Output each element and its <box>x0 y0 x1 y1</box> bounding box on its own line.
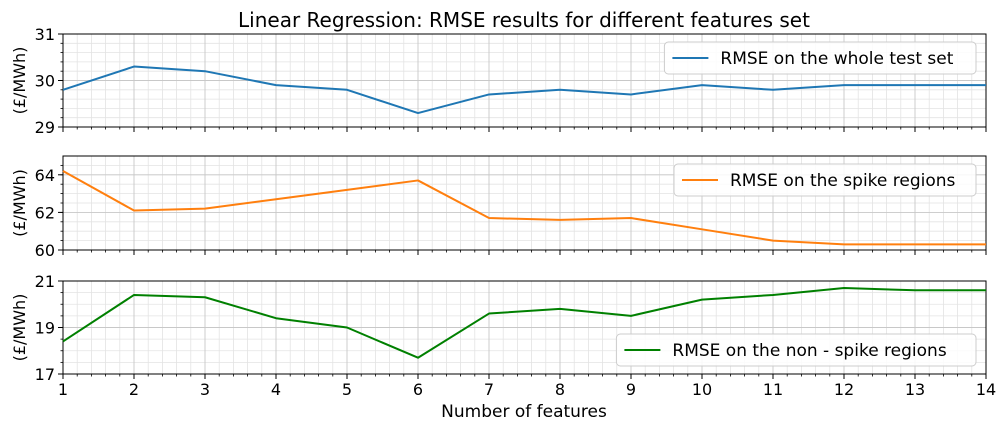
y-tick-label: 60 <box>35 241 55 260</box>
y-tick-label: 62 <box>35 203 55 222</box>
x-tick-label: 11 <box>763 380 783 399</box>
x-tick-label: 1 <box>58 380 68 399</box>
x-tick-label: 6 <box>413 380 423 399</box>
legend: RMSE on the spike regions <box>673 163 977 197</box>
x-tick-label: 13 <box>905 380 925 399</box>
y-axis-label: (£/MWh) <box>10 169 29 237</box>
series-line <box>62 170 986 246</box>
legend-label: RMSE on the whole test set <box>720 49 953 69</box>
panel-2: 60 62 64 (£/MWh) RMSE on the spike regions <box>10 155 987 260</box>
x-tick-label: 5 <box>342 380 352 399</box>
x-tick-label: 4 <box>271 380 281 399</box>
panel-1: 29 30 31 (£/MWh) RMSE on the whole test set <box>10 25 987 137</box>
legend: RMSE on the whole test set <box>663 41 977 75</box>
legend-box <box>615 333 977 367</box>
x-tick-label: 8 <box>555 380 565 399</box>
y-tick-label: 31 <box>35 25 55 44</box>
y-tick-label: 30 <box>35 72 55 91</box>
panel-3: 17 19 21 (£/MWh) RMSE on the non - spike reg… <box>10 272 987 384</box>
y-axis-label: (£/MWh) <box>10 294 29 362</box>
x-tick-label: 3 <box>200 380 210 399</box>
x-tick-label: 12 <box>834 380 854 399</box>
series-line <box>62 65 986 115</box>
x-tick-label: 14 <box>976 380 996 399</box>
y-axis-label: (£/MWh) <box>10 47 29 115</box>
series-line <box>62 286 986 359</box>
y-tick-label: 29 <box>35 118 55 137</box>
y-tick-label: 21 <box>35 272 55 291</box>
y-tick-label: 17 <box>35 365 55 384</box>
chart-title: Linear Regression: RMSE results for diff… <box>238 8 810 32</box>
legend-box <box>673 163 977 197</box>
legend-label: RMSE on the spike regions <box>730 171 956 191</box>
x-tick-label: 2 <box>129 380 139 399</box>
x-tick-label: 9 <box>626 380 636 399</box>
x-tick-label: 10 <box>692 380 712 399</box>
x-tick-label: 7 <box>484 380 494 399</box>
legend-box <box>663 41 977 75</box>
y-tick-label: 64 <box>35 166 55 185</box>
legend: RMSE on the non - spike regions <box>615 333 977 367</box>
y-tick-label: 19 <box>35 319 55 338</box>
x-axis-label: Number of features <box>441 402 607 422</box>
legend-label: RMSE on the non - spike regions <box>672 341 946 361</box>
